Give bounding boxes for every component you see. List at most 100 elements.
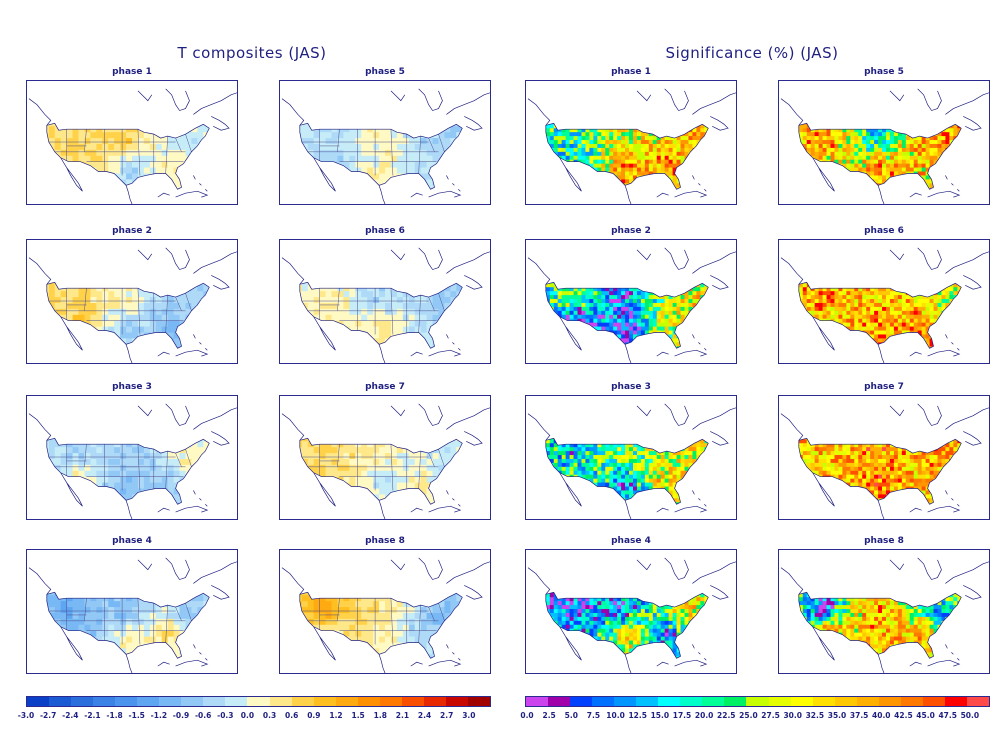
field-cell bbox=[941, 132, 946, 137]
field-cell bbox=[438, 143, 445, 151]
field-cell bbox=[609, 283, 614, 288]
field-cell bbox=[161, 167, 169, 174]
field-cell bbox=[337, 143, 344, 151]
field-cell bbox=[664, 159, 670, 165]
field-cell bbox=[46, 149, 50, 157]
field-cell bbox=[155, 332, 163, 339]
field-cell bbox=[632, 322, 638, 328]
field-cell bbox=[209, 291, 210, 298]
field-cell bbox=[941, 140, 946, 145]
field-cell bbox=[313, 132, 321, 139]
field-cell bbox=[48, 291, 56, 298]
field-cell bbox=[589, 338, 594, 343]
field-cell bbox=[331, 326, 338, 333]
field-cell bbox=[420, 320, 428, 328]
field-cell bbox=[132, 173, 139, 180]
field-cell bbox=[545, 175, 547, 180]
field-cell bbox=[688, 187, 693, 190]
field-cell bbox=[830, 334, 835, 339]
field-cell bbox=[688, 147, 693, 153]
field-cell bbox=[680, 171, 685, 176]
field-cell bbox=[830, 151, 835, 157]
field-cell bbox=[854, 143, 859, 149]
field-cell bbox=[414, 149, 422, 157]
field-cell bbox=[617, 124, 622, 129]
field-cell bbox=[593, 183, 598, 188]
field-cell bbox=[120, 326, 127, 333]
field-cell bbox=[842, 302, 847, 308]
field-cell bbox=[684, 124, 689, 129]
field-cell bbox=[549, 299, 555, 304]
field-cell bbox=[197, 132, 204, 139]
field-cell bbox=[373, 138, 380, 145]
figure-right-title: Significance (%) (JAS) bbox=[665, 44, 839, 62]
field-cell bbox=[557, 326, 563, 332]
field-cell bbox=[629, 334, 634, 339]
field-cell bbox=[617, 123, 622, 125]
field-cell bbox=[700, 334, 705, 339]
field-cell bbox=[573, 282, 579, 284]
field-cell bbox=[644, 171, 650, 176]
field-cell bbox=[137, 314, 145, 322]
field-cell bbox=[664, 136, 670, 141]
field-cell bbox=[385, 161, 392, 169]
field-cell bbox=[810, 171, 816, 176]
field-cell bbox=[838, 338, 843, 343]
field-cell bbox=[636, 159, 642, 165]
field-cell bbox=[414, 161, 422, 169]
field-cell bbox=[929, 159, 935, 165]
field-cell bbox=[319, 123, 327, 127]
field-cell bbox=[605, 283, 610, 288]
field-cell bbox=[901, 171, 907, 176]
field-cell bbox=[361, 123, 368, 127]
field-cell bbox=[806, 143, 812, 149]
coastline bbox=[963, 275, 982, 290]
field-cell bbox=[337, 167, 344, 174]
field-cell bbox=[949, 318, 954, 324]
field-cell bbox=[396, 123, 404, 127]
field-cell bbox=[609, 143, 614, 149]
field-cell bbox=[854, 318, 859, 324]
field-cell bbox=[636, 326, 642, 332]
field-cell bbox=[648, 179, 654, 184]
field-cell bbox=[933, 282, 938, 284]
field-cell bbox=[889, 187, 895, 190]
field-cell bbox=[806, 147, 812, 153]
field-cell bbox=[361, 297, 368, 304]
field-cell bbox=[102, 476, 109, 484]
field-cell bbox=[561, 310, 567, 316]
field-cell bbox=[640, 124, 646, 129]
field-cell bbox=[874, 282, 879, 284]
field-cell bbox=[878, 314, 883, 320]
field-cell bbox=[299, 155, 303, 163]
field-cell bbox=[810, 167, 816, 173]
field-cell bbox=[834, 346, 839, 349]
field-cell bbox=[913, 136, 919, 141]
field-cell bbox=[941, 159, 946, 165]
field-cell bbox=[648, 155, 654, 161]
field-cell bbox=[609, 334, 614, 339]
field-cell bbox=[917, 151, 923, 157]
field-cell bbox=[806, 187, 812, 190]
field-cell bbox=[390, 185, 398, 190]
field-cell bbox=[299, 291, 303, 298]
field-cell bbox=[569, 310, 575, 316]
field-cell bbox=[557, 282, 563, 284]
field-cell bbox=[90, 138, 97, 145]
field-cell bbox=[680, 314, 685, 320]
field-cell bbox=[814, 136, 820, 141]
field-cell bbox=[806, 318, 812, 324]
field-cell bbox=[114, 338, 121, 345]
field-cell bbox=[802, 124, 808, 129]
field-cell bbox=[137, 458, 145, 466]
field-cell bbox=[589, 322, 594, 328]
field-cell bbox=[96, 482, 103, 489]
field-cell bbox=[858, 155, 863, 161]
field-cell bbox=[688, 175, 693, 180]
field-cell bbox=[850, 123, 855, 125]
field-cell bbox=[882, 187, 887, 190]
field-cell bbox=[367, 302, 374, 310]
field-cell bbox=[355, 344, 362, 349]
panel-title: phase 1 bbox=[112, 67, 152, 77]
field-cell bbox=[601, 295, 606, 300]
